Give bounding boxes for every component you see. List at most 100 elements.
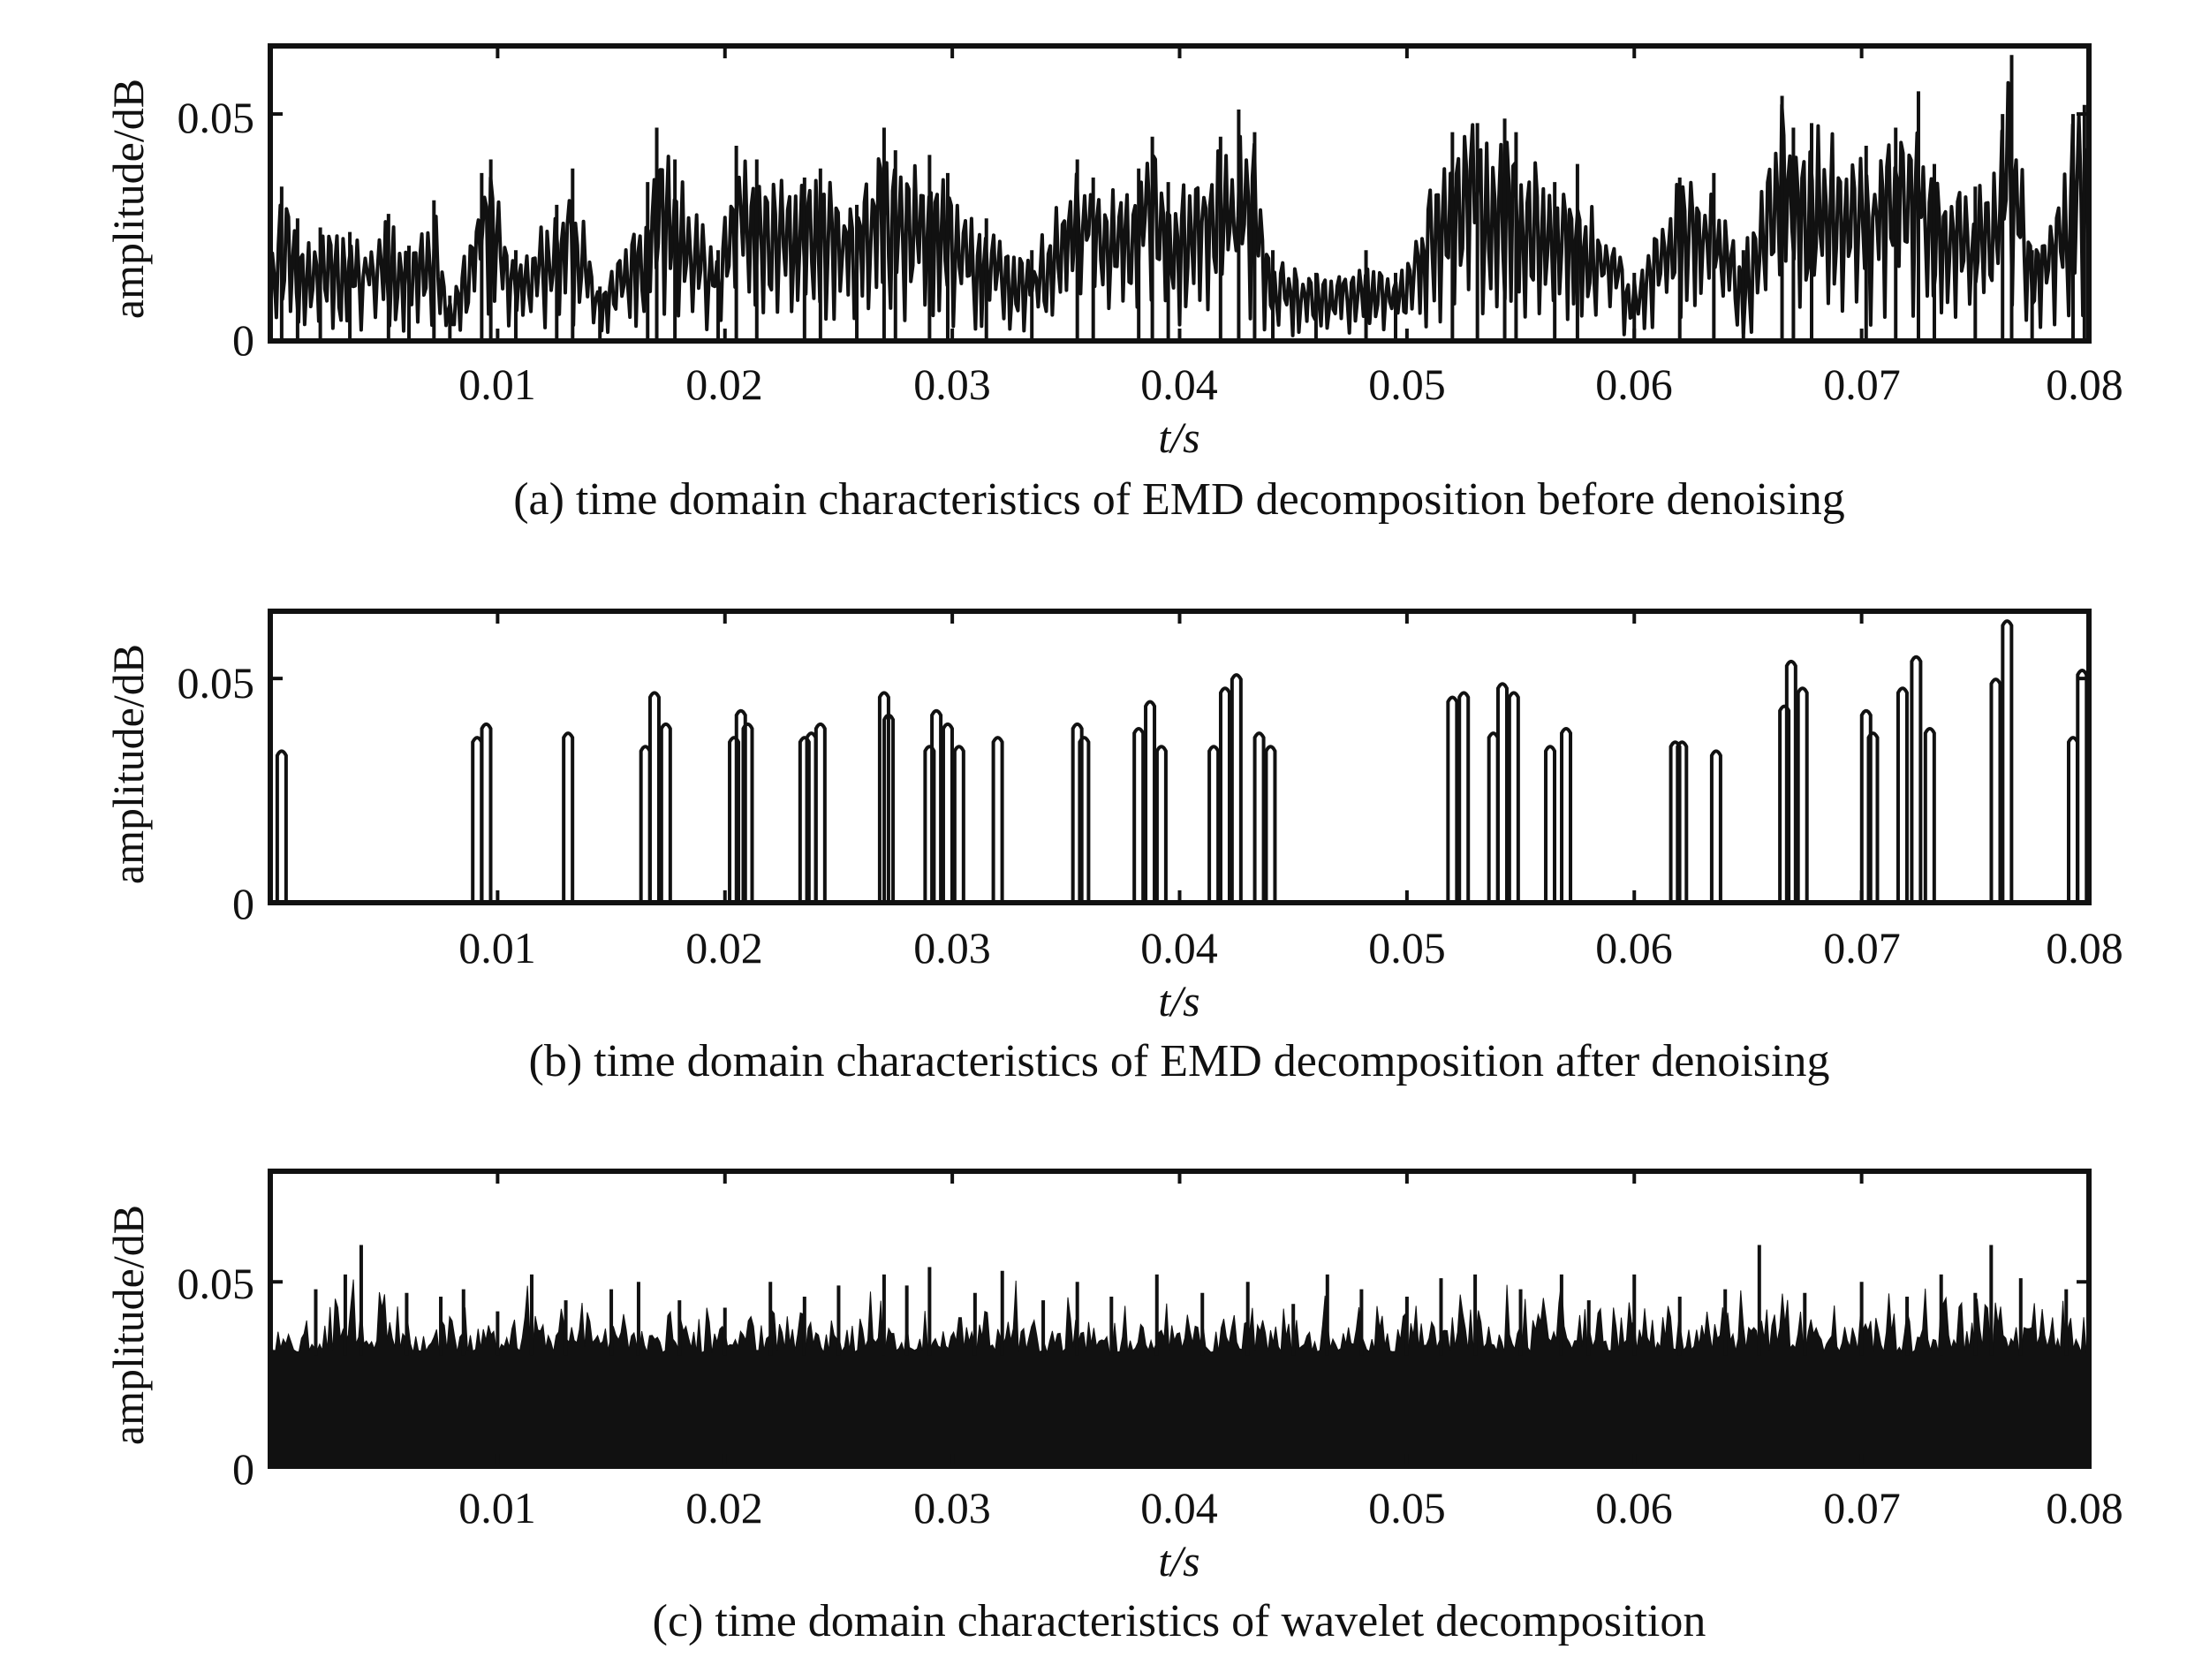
panel-b-spike [728,736,741,903]
panel-a-y-tick-label: 0 [232,315,254,365]
panel-b-spike [1669,740,1682,903]
panel-c-chart: 0.01 0.02 0.03 0.04 0.05 0.06 0.07 0.08 … [103,1169,2123,1646]
panel-a-x-tick-label: 0.06 [1595,359,1673,409]
panel-b-spike [741,722,754,903]
panel-b-spike [2076,669,2089,903]
panel-b-spike [1910,655,1923,903]
panel-b-x-tick-label: 0.08 [2046,923,2123,972]
panel-b-ticks [270,611,2091,904]
panel-b-spike [813,722,827,903]
panel-b-spike [882,713,896,903]
panel-c-series-area [269,1279,2090,1467]
panel-b-spike [941,722,954,903]
panel-b-spike [1252,731,1266,903]
panel-c-x-tick-label: 0.02 [685,1483,763,1532]
panel-b-spike [1923,727,1936,903]
panel-b-spike [562,731,575,903]
panel-b-chart: 0.01 0.02 0.03 0.04 0.05 0.06 0.07 0.08 … [103,609,2123,1086]
panel-b-spike [1544,745,1557,903]
panel-b-x-tick-label: 0.03 [913,923,991,972]
panel-b-x-axis-label: t/s [1158,976,1199,1025]
panel-b-spike [2001,619,2014,903]
panel-a-y-tick-label: 0.05 [178,93,255,142]
panel-b-spike [1859,708,1873,903]
panel-b-x-tick-label: 0.06 [1595,923,1673,972]
panel-b-y-tick-label: 0 [232,879,254,928]
panel-b-spike [1989,677,2002,903]
panel-a-series-line [269,80,2091,337]
panel-c-y-tick-label: 0.05 [178,1259,255,1308]
panel-a-x-tick-label: 0.01 [458,359,536,409]
panel-c-x-tick-label: 0.05 [1368,1483,1446,1532]
panel-c-y-axis-label: amplitude/dB [103,1205,153,1445]
panel-a-x-tick-label: 0.02 [685,359,763,409]
panel-c-x-tick-label: 0.08 [2046,1483,2123,1532]
panel-b-spike [1866,731,1880,903]
panel-b-x-tick-label: 0.04 [1140,923,1218,972]
panel-b-spike [923,745,936,903]
panel-b-x-tick-label: 0.07 [1823,923,1901,972]
panel-b-y-axis-label: amplitude/dB [103,644,153,884]
panel-c-x-tick-label: 0.06 [1595,1483,1673,1532]
panel-b-x-tick-label: 0.01 [458,923,536,972]
panel-b-spike [734,708,747,903]
panel-a-x-tick-label: 0.04 [1140,359,1218,409]
panel-a-x-tick-label: 0.07 [1823,359,1901,409]
panel-b-spike [1507,691,1520,903]
panel-b-spike [952,745,965,903]
panel-c-data [269,1245,2091,1467]
panel-b-spike [1132,727,1146,903]
panel-c-caption: (c) time domain characteristics of wavel… [653,1596,1706,1646]
panel-b-y-tick-label: 0.05 [178,658,255,708]
panel-c-x-tick-label: 0.03 [913,1483,991,1532]
panel-b-spike [930,708,943,903]
panel-a-chart: 0.01 0.02 0.03 0.04 0.05 0.06 0.07 0.08 … [103,43,2123,525]
panel-b-spike [1560,727,1573,903]
panel-b-frame [268,609,2092,905]
panel-c-y-tick-label: 0 [232,1444,254,1494]
panel-a-x-tick-label: 0.05 [1368,359,1446,409]
panel-b-x-tick-label: 0.05 [1368,923,1446,972]
panel-b-spike [1144,700,1157,903]
panel-b-spike [798,736,811,903]
panel-c-x-tick-label: 0.07 [1823,1483,1901,1532]
panel-c-x-tick-labels: 0.01 0.02 0.03 0.04 0.05 0.06 0.07 0.08 [458,1483,2123,1532]
panel-c-frame [268,1169,2092,1469]
panel-b-spike [659,722,672,903]
panel-a-y-axis-label: amplitude/dB [103,79,153,319]
panel-b-spike [1154,745,1168,903]
panel-b-spike [1709,749,1722,903]
panel-b-spike [647,691,661,903]
panel-b-spike [1457,691,1471,903]
panel-b-spike [1230,673,1243,903]
panel-a-x-tick-label: 0.03 [913,359,991,409]
panel-b-spike [1207,745,1221,903]
panel-a-x-axis-label: t/s [1158,412,1199,462]
panel-b-spike [1218,686,1231,903]
panel-c-x-tick-label: 0.01 [458,1483,536,1532]
panel-a-x-tick-label: 0.08 [2046,359,2123,409]
panel-b-spike [1676,740,1689,903]
panel-a-data [269,55,2091,341]
panel-b-spike [1446,695,1459,903]
panel-a-frame [268,43,2092,344]
panel-b-spike [991,736,1004,903]
panel-b-spike [1078,736,1091,903]
panel-b-spike [480,722,493,903]
panel-b-spike [1071,722,1084,903]
panel-b-spike [1796,686,1809,903]
panel-b-spike [1784,659,1797,903]
panel-b-data [270,619,2089,904]
panel-b-x-tick-label: 0.02 [685,923,763,972]
panel-a-x-tick-labels: 0.01 0.02 0.03 0.04 0.05 0.06 0.07 0.08 [458,359,2123,409]
panel-b-spike [877,691,890,903]
panel-b-spike [275,749,288,903]
panel-b-spike [1896,686,1909,903]
panel-c-x-tick-label: 0.04 [1140,1483,1218,1532]
panel-b-spike [1495,682,1509,903]
panel-a-caption: (a) time domain characteristics of EMD d… [513,474,1845,525]
panel-b-spike [1264,745,1277,903]
panel-b-x-tick-labels: 0.01 0.02 0.03 0.04 0.05 0.06 0.07 0.08 [458,923,2123,972]
panel-c-x-axis-label: t/s [1158,1536,1199,1585]
